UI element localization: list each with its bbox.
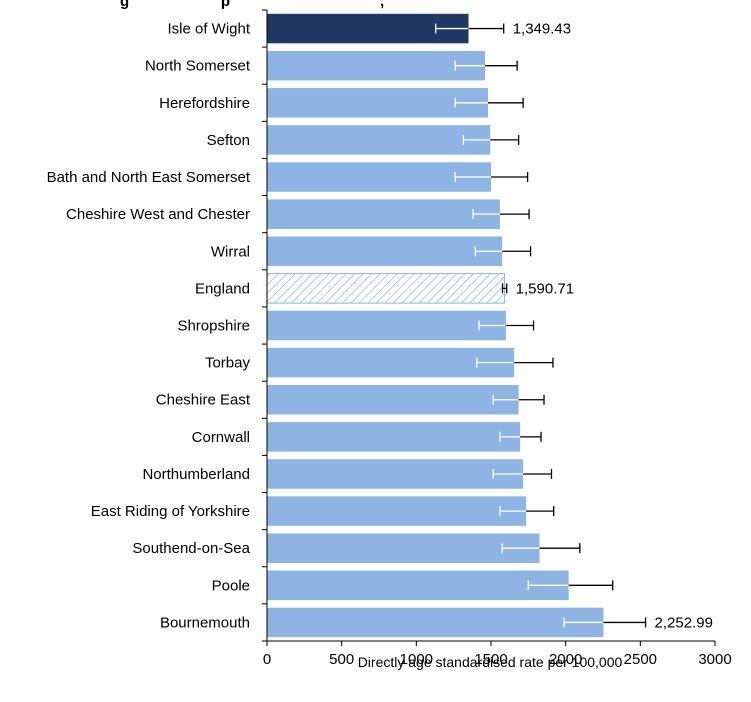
bar-bournemouth bbox=[267, 607, 604, 638]
bar-torbay bbox=[267, 347, 515, 378]
x-tick-label: 1000 bbox=[400, 651, 433, 668]
bar-northumberland bbox=[267, 459, 524, 489]
bar-cheshire-east bbox=[267, 384, 519, 415]
error-bar-sefton bbox=[462, 134, 520, 145]
error-bar-isle-of-wight bbox=[435, 23, 505, 34]
category-label-southend-on-sea: Southend-on-Sea bbox=[132, 540, 250, 557]
bar-poole bbox=[267, 570, 569, 601]
bar-isle-of-wight bbox=[267, 13, 469, 44]
bar-sefton bbox=[267, 125, 491, 155]
error-bar-southend-on-sea bbox=[501, 543, 581, 554]
x-tick-label: 3000 bbox=[698, 651, 731, 668]
category-label-bournemouth: Bournemouth bbox=[160, 614, 250, 631]
error-bar-cheshire-west-and-chester bbox=[472, 209, 530, 220]
bar-cornwall bbox=[267, 422, 521, 452]
bar-cheshire-west-and-chester bbox=[267, 199, 500, 229]
value-label-england: 1,590.71 bbox=[516, 280, 574, 297]
category-label-torbay: Torbay bbox=[205, 355, 251, 372]
category-label-cornwall: Cornwall bbox=[192, 429, 250, 446]
category-label-england: England bbox=[195, 280, 250, 297]
error-bar-torbay bbox=[476, 357, 554, 368]
error-bars-group bbox=[435, 23, 647, 628]
error-bar-north-somerset bbox=[454, 60, 518, 71]
error-bar-herefordshire bbox=[454, 97, 524, 108]
bar-herefordshire bbox=[267, 88, 489, 118]
error-bar-poole bbox=[527, 580, 614, 591]
bar-east-riding-of-yorkshire bbox=[267, 496, 527, 526]
category-labels-group: Isle of Wight North Somerset Herefordshire… bbox=[47, 21, 251, 632]
category-label-wirral: Wirral bbox=[211, 243, 250, 260]
x-axis-title: Directly age standardised rate per 100,0… bbox=[358, 654, 623, 670]
error-bar-northumberland bbox=[492, 468, 553, 479]
bar-shropshire bbox=[267, 310, 506, 341]
x-tick-label: 500 bbox=[329, 651, 354, 668]
x-tick-label: 0 bbox=[263, 651, 271, 668]
category-label-north-somerset: North Somerset bbox=[145, 58, 251, 75]
category-label-poole: Poole bbox=[212, 577, 250, 594]
category-label-northumberland: Northumberland bbox=[142, 466, 250, 483]
error-bar-shropshire bbox=[478, 320, 535, 331]
chart-title-fragment: g p , bbox=[120, 0, 384, 10]
category-label-herefordshire: Herefordshire bbox=[159, 95, 250, 112]
error-bar-cheshire-east bbox=[492, 394, 545, 405]
bar-england bbox=[266, 273, 506, 304]
category-label-east-riding-of-yorkshire: East Riding of Yorkshire bbox=[91, 503, 250, 520]
error-bar-bath-and-north-east-somerset bbox=[454, 172, 529, 183]
error-bar-wirral bbox=[474, 246, 532, 257]
x-tick-label: 1500 bbox=[474, 651, 507, 668]
error-bar-bournemouth bbox=[563, 617, 647, 628]
category-label-bath-and-north-east-somerset: Bath and North East Somerset bbox=[47, 169, 251, 186]
category-label-cheshire-west-and-chester: Cheshire West and Chester bbox=[66, 206, 250, 223]
bar-bath-and-north-east-somerset bbox=[267, 162, 491, 192]
bar-southend-on-sea bbox=[267, 533, 540, 563]
bar-wirral bbox=[267, 236, 503, 267]
x-tick-label: 2500 bbox=[624, 651, 657, 668]
bar-north-somerset bbox=[267, 50, 486, 81]
x-tick-label: 2000 bbox=[549, 651, 582, 668]
error-bar-cornwall bbox=[499, 431, 542, 442]
category-label-sefton: Sefton bbox=[207, 132, 250, 149]
bars-group bbox=[266, 13, 604, 638]
value-label-bournemouth: 2,252.99 bbox=[655, 614, 713, 631]
error-bar-east-riding-of-yorkshire bbox=[499, 506, 555, 517]
error-bar-england bbox=[501, 283, 508, 294]
category-label-shropshire: Shropshire bbox=[177, 318, 250, 335]
value-label-isle-of-wight: 1,349.43 bbox=[513, 21, 571, 38]
x-axis: 0 500 1000 1500 2000 2500 3000 bbox=[262, 9, 732, 668]
category-label-isle-of-wight: Isle of Wight bbox=[167, 21, 250, 38]
value-labels-group: 1,349.43 1,590.71 2,252.99 bbox=[513, 21, 713, 632]
category-label-cheshire-east: Cheshire East bbox=[156, 392, 251, 409]
